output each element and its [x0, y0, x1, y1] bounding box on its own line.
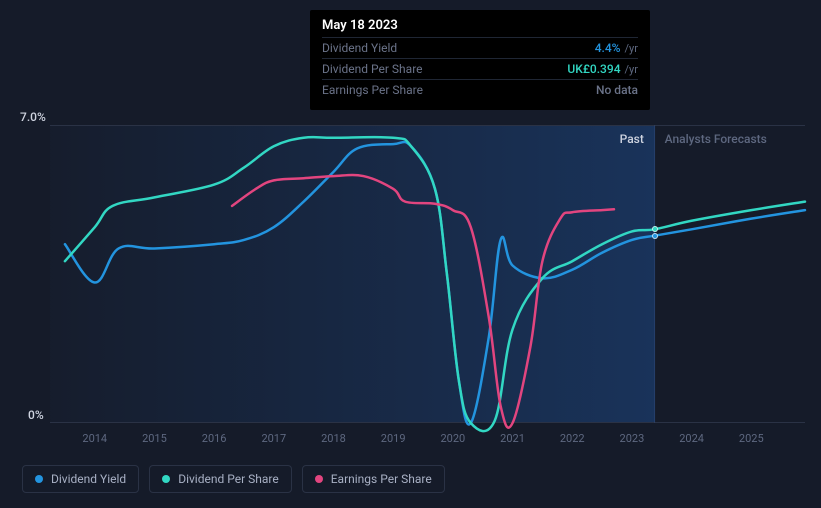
series-line-dividend_yield [65, 142, 805, 425]
tooltip-row-value: UK£0.394/yr [567, 62, 638, 76]
x-axis-tick: 2019 [381, 432, 406, 445]
chart-tooltip: May 18 2023 Dividend Yield4.4%/yrDividen… [310, 10, 650, 110]
tooltip-row-label: Earnings Per Share [322, 83, 423, 97]
x-axis-tick: 2021 [500, 432, 525, 445]
tooltip-row-label: Dividend Per Share [322, 62, 423, 76]
x-axis-tick: 2016 [202, 432, 227, 445]
legend-dot-icon [162, 475, 170, 483]
x-axis-tick: 2017 [261, 432, 286, 445]
chart-legend: Dividend Yield Dividend Per Share Earnings… [22, 465, 445, 493]
x-axis-tick: 2018 [321, 432, 346, 445]
chart-lines-svg [50, 125, 805, 423]
y-axis-max-label: 7.0% [20, 110, 46, 124]
tooltip-row-value: 4.4%/yr [595, 41, 638, 55]
x-axis-tick: 2023 [620, 432, 645, 445]
tooltip-row: Dividend Per Share UK£0.394/yr [322, 58, 638, 79]
x-axis-tick: 2022 [560, 432, 585, 445]
x-axis-tick: 2025 [739, 432, 764, 445]
tooltip-date: May 18 2023 [322, 18, 638, 37]
tooltip-rows: Dividend Yield 4.4%/yr Dividend Per Share U… [322, 37, 638, 100]
series-line-dividend_per_share [65, 137, 805, 431]
y-axis-min-label: 0% [28, 408, 44, 422]
legend-item[interactable]: Dividend Yield [22, 465, 139, 493]
tooltip-row-value: No data [596, 83, 638, 97]
chart-container: 7.0% 0% Past Analysts Forecasts 20142015… [0, 0, 821, 508]
x-axis-labels: 2014 2015 2016 2017 2018 2019 2020 2021 2022 2023… [50, 432, 805, 448]
legend-label: Earnings Per Share [331, 472, 432, 486]
legend-item[interactable]: Earnings Per Share [302, 465, 445, 493]
x-axis-tick: 2020 [440, 432, 465, 445]
x-axis-tick: 2015 [142, 432, 167, 445]
tooltip-row: Earnings Per Share No data [322, 79, 638, 100]
legend-label: Dividend Per Share [178, 472, 279, 486]
series-line-earnings_per_share [232, 175, 614, 428]
x-axis-tick: 2014 [82, 432, 107, 445]
legend-dot-icon [315, 475, 323, 483]
legend-item[interactable]: Dividend Per Share [149, 465, 292, 493]
legend-label: Dividend Yield [51, 472, 126, 486]
series-marker [652, 226, 658, 232]
legend-dot-icon [35, 475, 43, 483]
x-axis-tick: 2024 [679, 432, 704, 445]
series-marker [652, 233, 658, 239]
tooltip-row-label: Dividend Yield [322, 41, 397, 55]
tooltip-row: Dividend Yield 4.4%/yr [322, 37, 638, 58]
